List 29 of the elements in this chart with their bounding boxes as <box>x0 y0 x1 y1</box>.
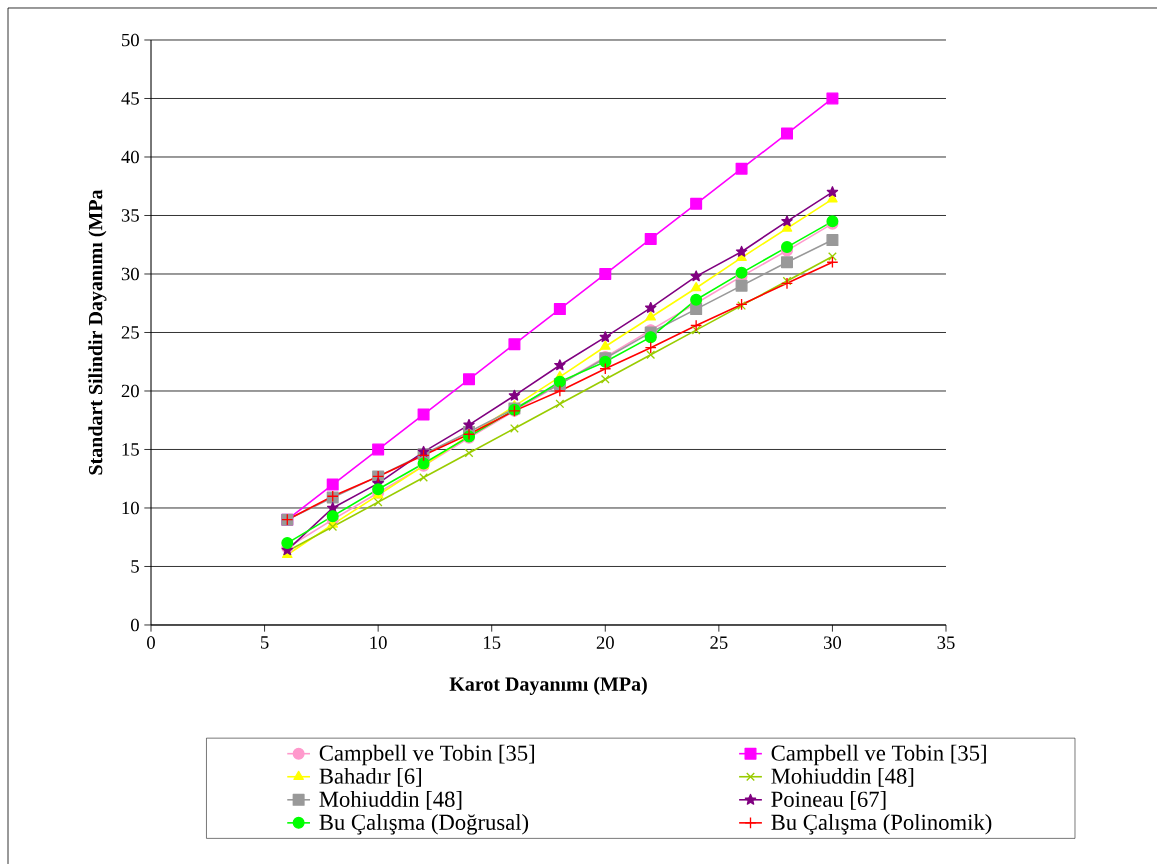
legend-label: Bu Çalışma (Polinomik) <box>771 814 992 835</box>
x-axis-title: Karot Dayanımı (MPa) <box>449 676 647 695</box>
legend-label: Campbell ve Tobin [35] <box>771 744 986 766</box>
y-tick-label: 0 <box>131 618 139 632</box>
x-tick-label: 5 <box>261 636 269 649</box>
legend-label: Campbell ve Tobin [35] <box>319 744 535 766</box>
y-tick-label: 15 <box>122 443 139 456</box>
legend-label: Poineau [67] <box>771 790 886 810</box>
x-tick-label: 25 <box>710 636 728 649</box>
x-tick-label: 10 <box>370 636 387 649</box>
x-tick-label: 35 <box>937 636 955 649</box>
x-tick-label: 15 <box>484 636 501 649</box>
y-tick-label: 50 <box>122 33 139 47</box>
y-tick-label: 40 <box>121 150 139 164</box>
y-tick-label: 30 <box>121 267 139 281</box>
x-tick-label: 0 <box>147 636 155 649</box>
legend-label: Bu Çalışma (Doğrusal) <box>319 814 529 835</box>
x-tick-label: 30 <box>824 636 842 649</box>
y-tick-label: 35 <box>121 209 139 222</box>
legend-label: Mohiuddin [48] <box>771 767 914 787</box>
y-tick-label: 5 <box>131 560 139 573</box>
y-tick-label: 45 <box>121 92 139 105</box>
y-tick-label: 25 <box>121 326 139 339</box>
legend-label: Mohiuddin [48] <box>319 790 462 810</box>
y-tick-label: 10 <box>122 501 139 515</box>
y-axis-title: Standart Silindir Dayanımı (MPa <box>88 189 107 475</box>
x-tick-label: 20 <box>596 636 614 649</box>
legend-label: Bahadır [6] <box>319 767 421 787</box>
y-tick-label: 20 <box>121 384 139 398</box>
